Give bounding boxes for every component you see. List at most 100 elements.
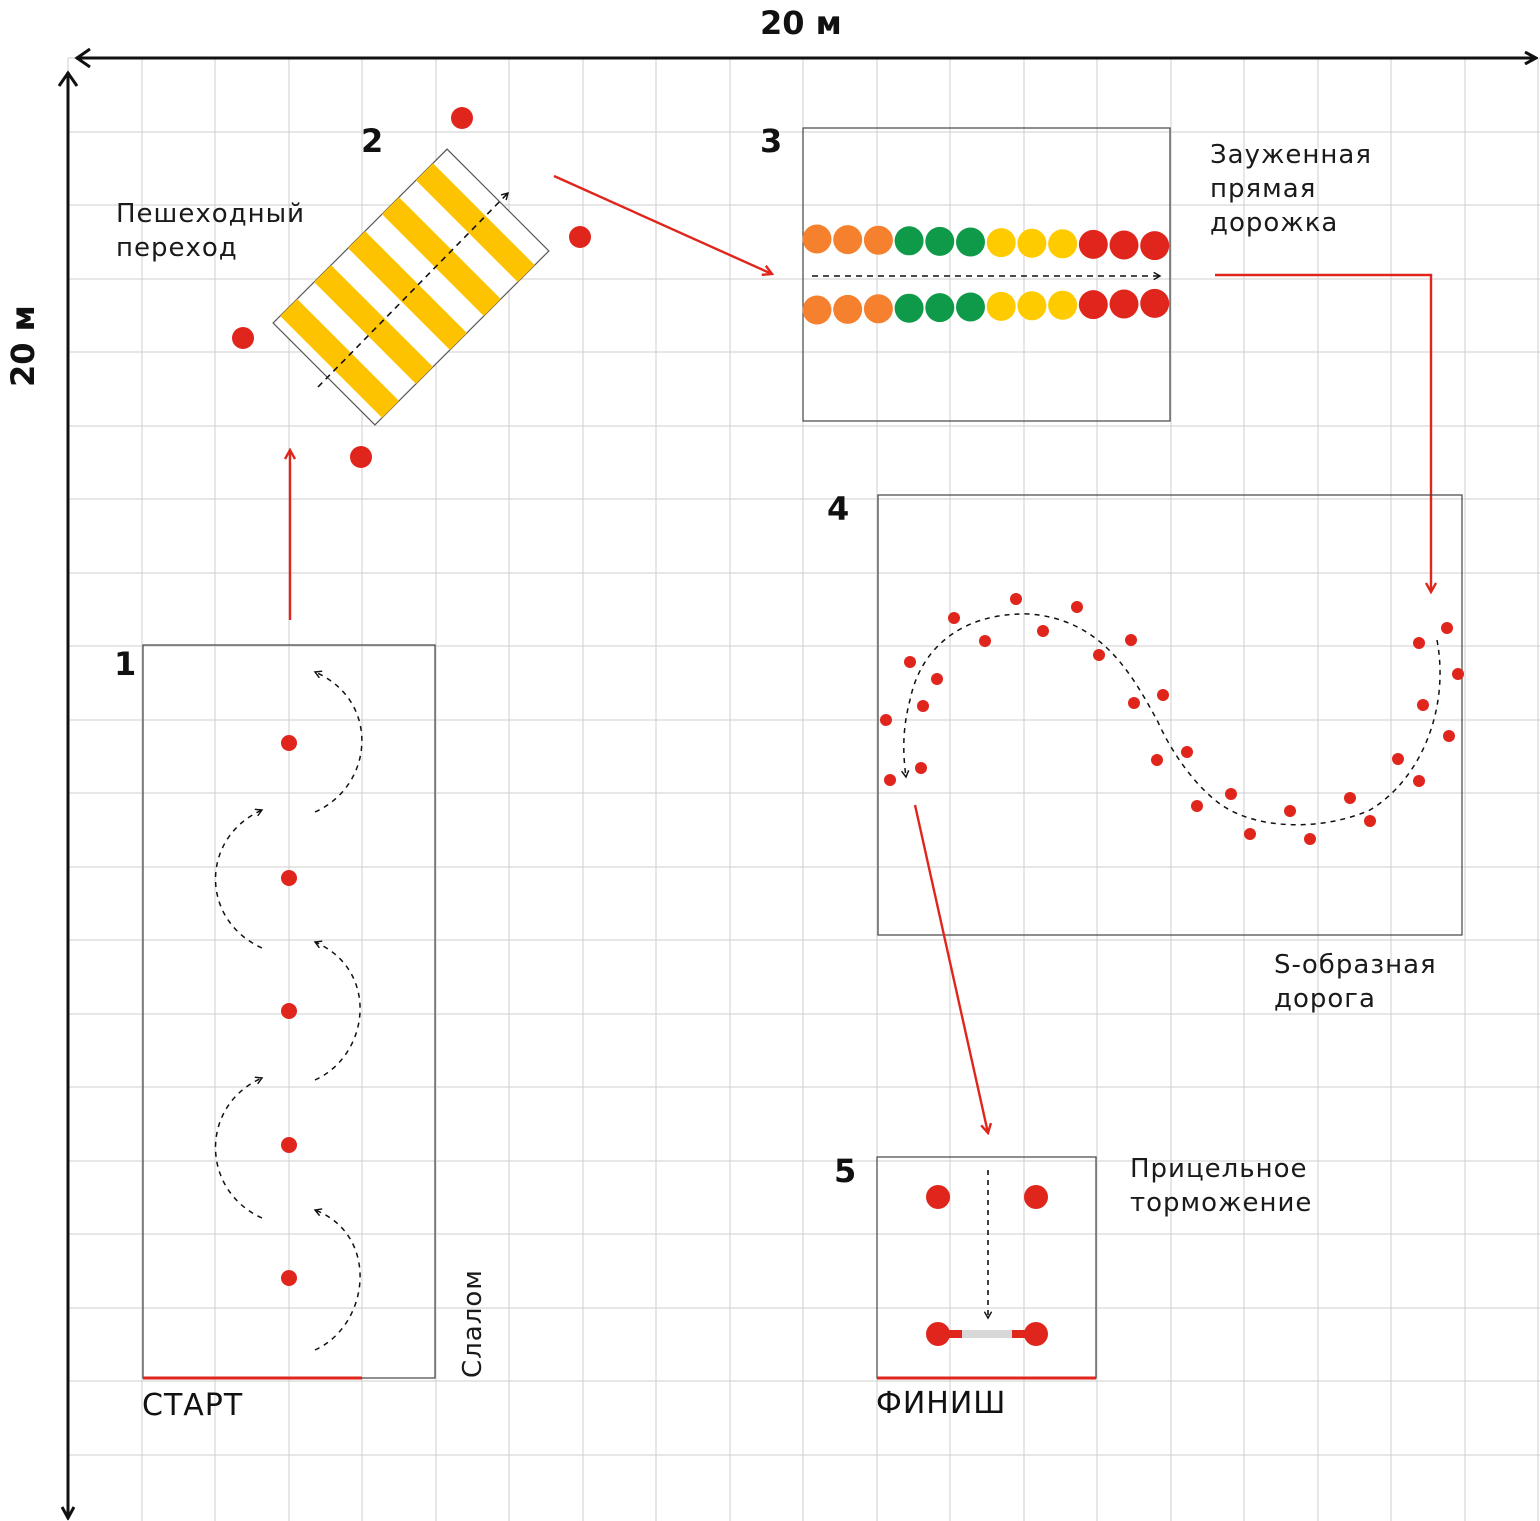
station-3-number: 3 (760, 122, 783, 160)
track-cone-gold (986, 228, 1016, 258)
braking-zone (876, 1156, 1097, 1379)
track-cone-gold (1017, 291, 1047, 321)
s-road-cone (1071, 601, 1083, 613)
s-road-cone (904, 656, 916, 668)
track-cone-gold (1048, 290, 1078, 320)
s-road-cone (915, 762, 927, 774)
track-cone-orange (833, 225, 863, 255)
s-road-cone (1244, 828, 1256, 840)
s-road-cone (880, 714, 892, 726)
station-4-number: 4 (827, 490, 850, 528)
track-cone-gold (1048, 229, 1078, 259)
crosswalk-stripe (382, 197, 501, 316)
crosswalk-corner-cone (451, 107, 473, 129)
s-road-cone (1364, 815, 1376, 827)
narrow-track-label: Зауженная прямая дорожка (1210, 140, 1372, 238)
station-5-number: 5 (834, 1152, 857, 1190)
slalom-cones (281, 735, 297, 1286)
track-cone-gold (1017, 228, 1047, 258)
station-1-number: 1 (114, 645, 137, 683)
track-cone-orange (863, 294, 893, 324)
slalom-cone (281, 1270, 297, 1286)
braking-cone (1024, 1185, 1048, 1209)
s-road-cone (1304, 833, 1316, 845)
s-road-cone (1284, 805, 1296, 817)
s-road-label: S-образная дорога (1274, 950, 1437, 1014)
width-arrow-left-head (74, 47, 91, 69)
s-road-cone (1191, 800, 1203, 812)
track-cone-red (1078, 229, 1108, 259)
track-cone-orange (802, 295, 832, 325)
s-road-cone (1443, 730, 1455, 742)
track-cone-green (956, 227, 985, 257)
braking-label: Прицельное торможение (1130, 1154, 1313, 1218)
slalom-cone (281, 870, 297, 886)
width-label: 20 м (760, 4, 842, 42)
track-cone-orange (802, 224, 832, 254)
grid (67, 57, 1540, 1521)
track-cone-red (1078, 290, 1108, 320)
s-road-cone (1010, 593, 1022, 605)
station-2-number: 2 (361, 122, 384, 160)
start-label: СТАРТ (142, 1388, 244, 1423)
finish-label: ФИНИШ (876, 1386, 1007, 1421)
s-road-cone (1417, 699, 1429, 711)
crosswalk-path (317, 191, 510, 388)
crosswalk-corner-cone (350, 446, 372, 468)
arrow-to-braking (913, 804, 988, 1133)
crosswalk-corner-cone (232, 327, 254, 349)
crosswalk-corner-cone (569, 226, 591, 248)
slalom-cone (281, 1003, 297, 1019)
s-road-zone (877, 494, 1463, 936)
s-road-cone (917, 700, 929, 712)
narrow-track-cones (802, 224, 1170, 325)
s-road-cone (979, 635, 991, 647)
narrow-track-zone (802, 127, 1171, 422)
track-cone-orange (833, 294, 863, 324)
crosswalk-stripe (348, 231, 467, 350)
slalom-cone (281, 735, 297, 751)
track-cone-green (925, 293, 955, 323)
s-road-cone (1225, 788, 1237, 800)
s-road-path (901, 613, 1441, 826)
height-label: 20 м (4, 305, 42, 387)
s-road-cone (948, 612, 960, 624)
crosswalk (272, 148, 550, 426)
crosswalk-stripe (415, 163, 535, 283)
height-arrow-top-head (57, 70, 79, 87)
track-cone-orange (863, 225, 893, 255)
s-road-cone (931, 673, 943, 685)
slalom-path (214, 670, 363, 1351)
track-cone-green (956, 292, 985, 322)
track-cone-green (894, 226, 924, 256)
s-road-cone (1413, 775, 1425, 787)
braking-cone (926, 1185, 950, 1209)
s-road-cone (1125, 634, 1137, 646)
s-road-cone (884, 774, 896, 786)
s-road-cone (1452, 668, 1464, 680)
s-road-cone (1151, 754, 1163, 766)
arrow-to-narrow-track (553, 174, 772, 274)
s-road-cone (1037, 625, 1049, 637)
slalom-cone (281, 1137, 297, 1153)
stop-bar-cone (1024, 1322, 1048, 1346)
crosswalk-stripe (280, 299, 399, 418)
s-road-cones (880, 593, 1464, 845)
s-road-cone (1181, 746, 1193, 758)
track-cone-green (894, 293, 924, 323)
s-road-cone (1093, 649, 1105, 661)
track-cone-red (1140, 231, 1170, 261)
crosswalk-stripe (314, 265, 433, 384)
s-road-cone (1413, 637, 1425, 649)
s-road-cone (1344, 792, 1356, 804)
track-cone-green (925, 226, 955, 256)
track-cone-red (1140, 288, 1170, 318)
stop-bar-cone (926, 1322, 950, 1346)
arrow-to-s-road (1215, 273, 1431, 592)
slalom-label: Слалом (458, 1269, 488, 1378)
s-road-cone (1441, 622, 1453, 634)
track-cone-red (1109, 230, 1139, 260)
crossing-label: Пешеходный переход (116, 199, 306, 263)
track-cone-red (1109, 289, 1139, 319)
